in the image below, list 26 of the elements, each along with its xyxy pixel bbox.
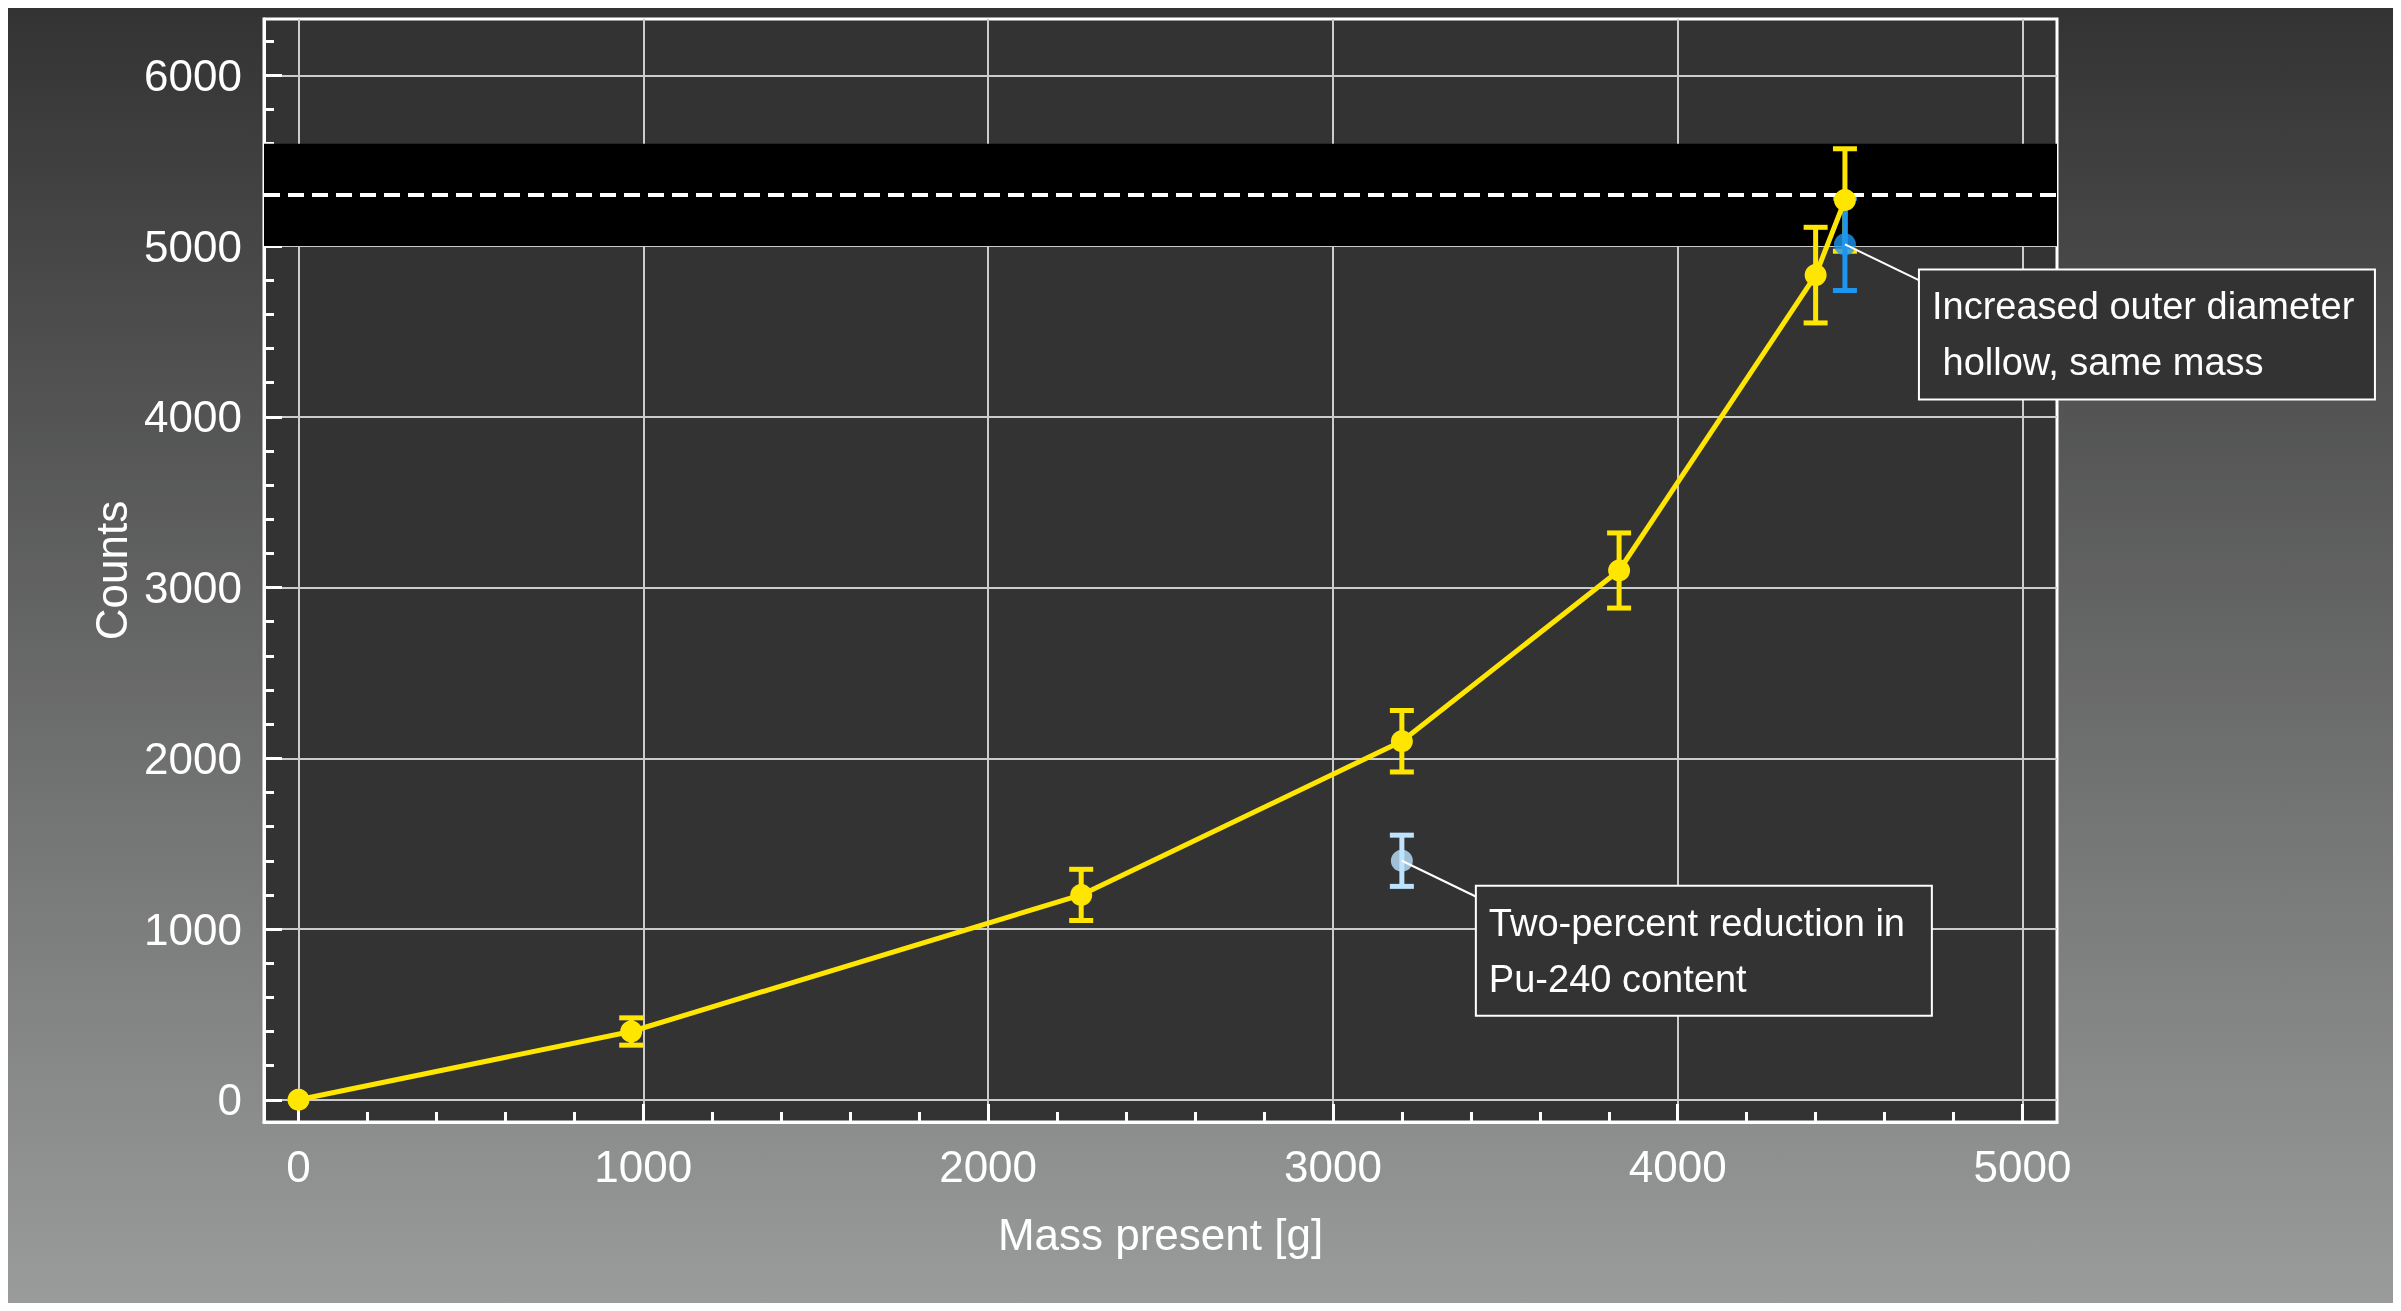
x-tick-label: 5000 [1973, 1141, 2072, 1191]
y-tick-label: 6000 [144, 50, 242, 100]
point [1390, 730, 1413, 753]
point [287, 1088, 310, 1111]
point [620, 1020, 643, 1043]
annotation: Increased outer diameter hollow, same mass [1931, 285, 2355, 384]
y-tick-label: 3000 [144, 563, 242, 613]
point [1390, 849, 1413, 872]
point [1804, 264, 1827, 287]
point [1070, 883, 1093, 906]
x-tick-label: 4000 [1628, 1141, 1727, 1191]
y-tick-label: 5000 [144, 221, 242, 271]
annotation: Two-percent reduction in Pu-240 content [1488, 901, 1916, 1000]
x-tick-label: 0 [286, 1141, 311, 1191]
x-tick-label: 1000 [594, 1141, 693, 1191]
point [1833, 233, 1856, 256]
point [1833, 188, 1856, 211]
y-axis-title: Counts [86, 500, 136, 641]
x-tick-label: 2000 [939, 1141, 1038, 1191]
y-tick-label: 2000 [144, 733, 242, 783]
x-tick-label: 3000 [1283, 1141, 1382, 1191]
y-tick-label: 1000 [144, 904, 242, 954]
y-tick-label: 4000 [144, 392, 242, 442]
x-axis-title: Mass present [g] [997, 1209, 1324, 1259]
point [1608, 559, 1631, 582]
y-tick-label: 0 [217, 1075, 242, 1125]
